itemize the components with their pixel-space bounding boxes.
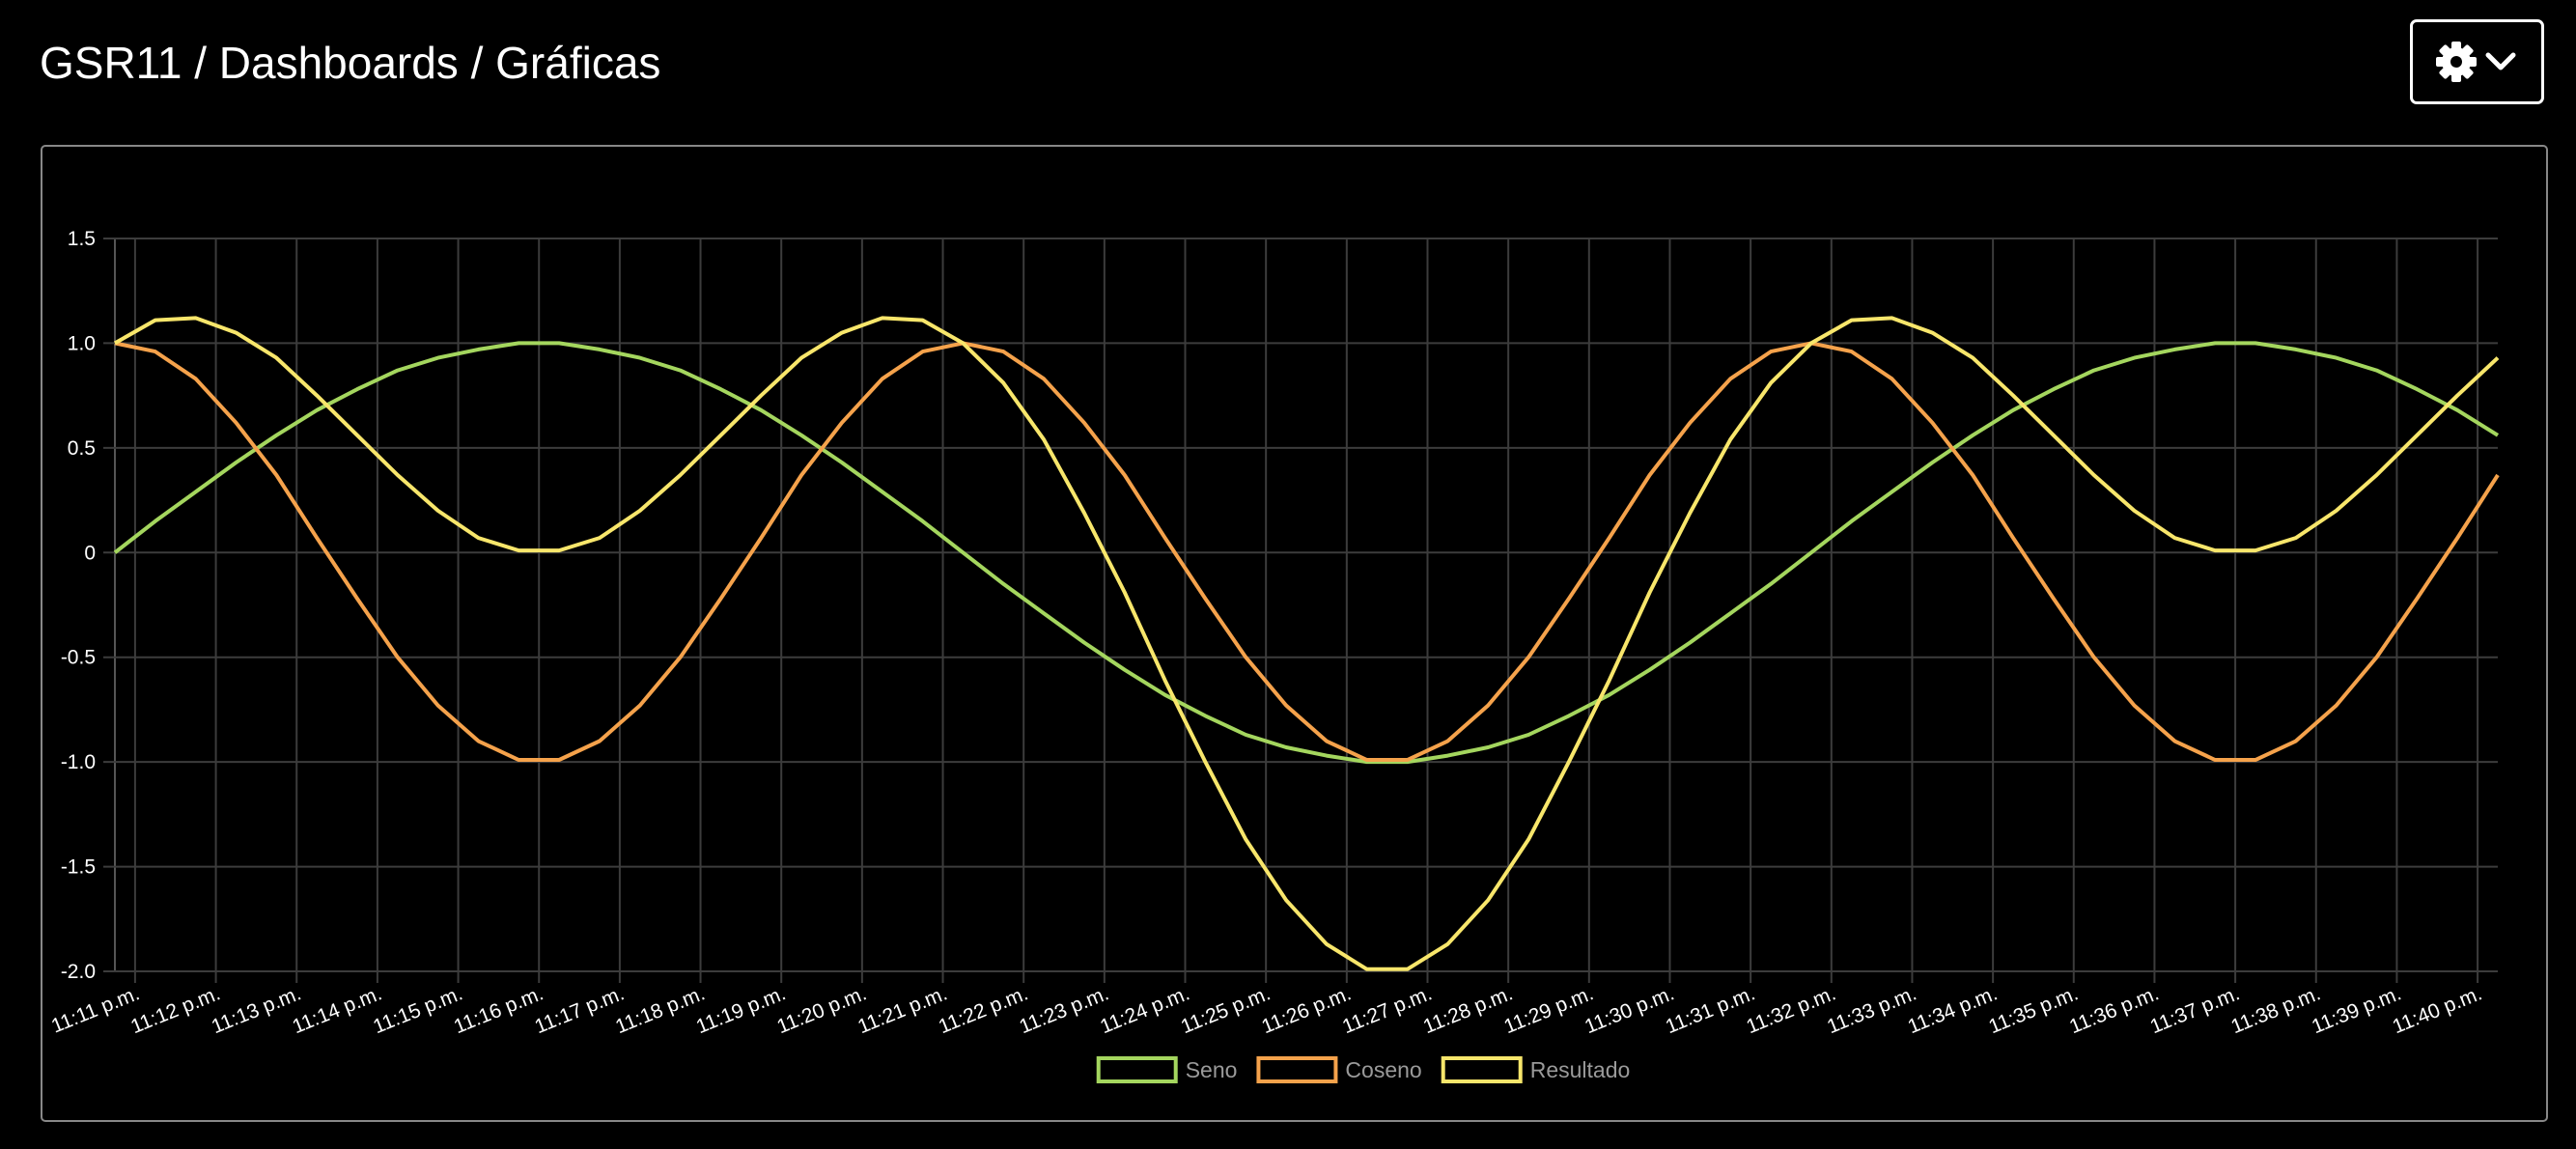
y-tick-label: -0.5 [61,647,96,669]
series-line [114,316,2500,971]
y-tick-label: 0 [84,542,96,564]
x-tick-label: 11:36 p.m. [2066,982,2162,1038]
x-tick-label: 11:33 p.m. [1824,982,1919,1038]
x-tick-label: 11:18 p.m. [612,982,708,1038]
x-tick-label: 11:34 p.m. [1905,982,2001,1038]
x-tick-label: 11:32 p.m. [1743,982,1838,1038]
chart-panel [41,145,2548,1122]
legend-label: Resultado [1530,1057,1631,1082]
x-tick-label: 11:35 p.m. [1985,982,2081,1038]
legend-swatch [1096,1056,1178,1083]
x-tick-label: 11:17 p.m. [532,982,628,1038]
x-tick-label: 11:23 p.m. [1017,982,1112,1038]
x-tick-label: 11:13 p.m. [209,982,304,1038]
y-tick-label: 1.0 [68,332,96,354]
x-tick-label: 11:27 p.m. [1339,982,1435,1038]
x-tick-label: 11:30 p.m. [1582,982,1677,1038]
x-tick-label: 11:22 p.m. [936,982,1031,1038]
x-tick-label: 11:16 p.m. [451,982,546,1038]
y-tick-label: -1.0 [61,751,96,773]
y-tick-label: -1.5 [61,856,96,879]
x-tick-label: 11:14 p.m. [290,982,385,1038]
legend-swatch [1256,1056,1338,1083]
series-line [114,341,2500,762]
y-tick-label: -2.0 [61,961,96,983]
x-tick-label: 11:37 p.m. [2147,982,2243,1038]
y-tick-label: 1.5 [68,228,96,250]
settings-button[interactable] [2410,19,2544,104]
x-tick-label: 11:19 p.m. [693,982,789,1038]
settings-icon [2436,42,2516,82]
legend-label: Coseno [1345,1057,1421,1082]
x-tick-label: 11:28 p.m. [1420,982,1516,1038]
x-tick-label: 11:12 p.m. [127,982,223,1038]
x-tick-label: 11:21 p.m. [854,982,950,1038]
y-tick-label: 0.5 [68,437,96,460]
x-tick-label: 11:11 p.m. [48,982,143,1037]
legend-label: Seno [1186,1057,1238,1082]
legend-swatch [1441,1056,1523,1083]
x-tick-label: 11:24 p.m. [1097,982,1192,1038]
breadcrumb-title: GSR11 / Dashboards / Gráficas [40,38,661,88]
x-tick-label: 11:31 p.m. [1663,982,1758,1038]
x-tick-label: 11:25 p.m. [1178,982,1274,1038]
x-tick-label: 11:38 p.m. [2227,982,2323,1038]
x-tick-label: 11:29 p.m. [1501,982,1597,1038]
x-tick-label: 11:20 p.m. [774,982,870,1038]
x-tick-label: 11:15 p.m. [370,982,465,1038]
x-tick-label: 11:26 p.m. [1259,982,1355,1038]
series-line [113,341,2500,765]
x-tick-label: 11:40 p.m. [2390,982,2485,1038]
x-tick-label: 11:39 p.m. [2309,982,2404,1038]
